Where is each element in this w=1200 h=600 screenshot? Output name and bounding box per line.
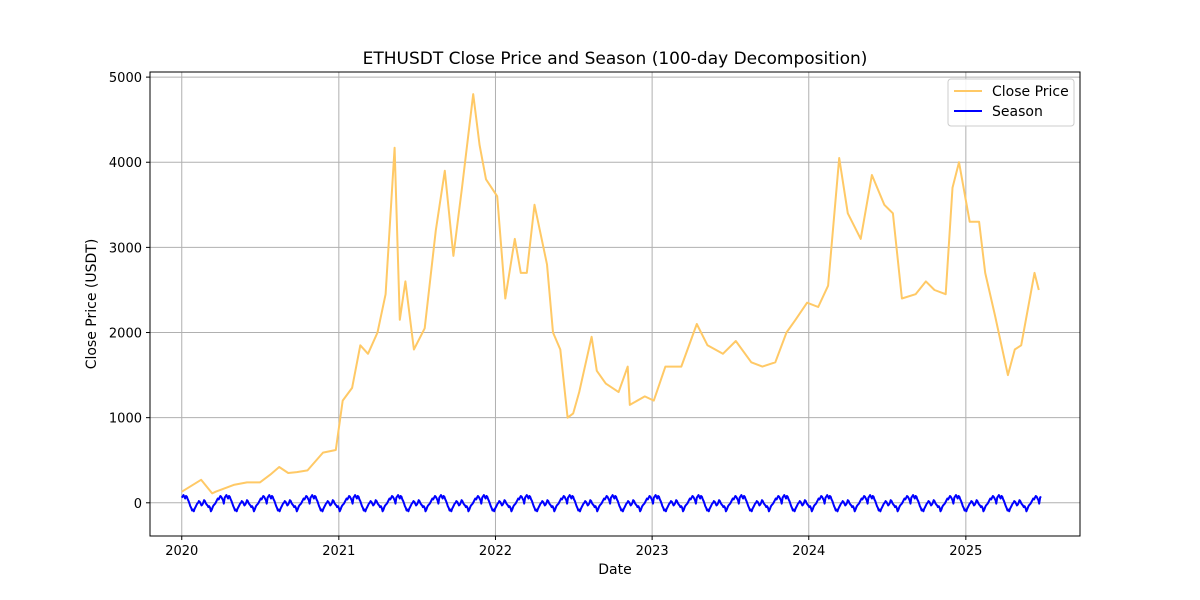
x-tick-label: 2024 xyxy=(792,544,825,559)
grid-lines xyxy=(150,72,1080,536)
chart-title: ETHUSDT Close Price and Season (100-day … xyxy=(363,49,868,69)
series-line-season xyxy=(180,494,1042,513)
series-line-close-price xyxy=(181,93,1040,495)
y-tick-label: 4000 xyxy=(109,156,142,171)
x-axis-label: Date xyxy=(598,562,631,578)
y-tick-label: 2000 xyxy=(109,327,142,342)
y-tick-label: 1000 xyxy=(109,412,142,427)
y-tick-label: 3000 xyxy=(109,241,142,256)
y-tick-label: 5000 xyxy=(109,71,142,86)
x-tick-label: 2022 xyxy=(479,544,512,559)
x-tick-label: 2023 xyxy=(636,544,669,559)
plot-frame xyxy=(149,71,1081,537)
x-tick-label: 2025 xyxy=(949,544,982,559)
y-axis-label: Close Price (USDT) xyxy=(84,239,100,370)
plot-series xyxy=(180,93,1042,513)
legend-label-season: Season xyxy=(992,104,1043,120)
legend: Close Price Season xyxy=(947,78,1075,127)
y-tick-label: 0 xyxy=(134,497,142,512)
axis-ticks: 2020 2021 2022 2023 2024 2025 0 1000 2000 3000 400… xyxy=(109,71,982,559)
legend-label-close-price: Close Price xyxy=(992,84,1069,100)
x-tick-label: 2021 xyxy=(322,544,355,559)
x-tick-label: 2020 xyxy=(165,544,198,559)
